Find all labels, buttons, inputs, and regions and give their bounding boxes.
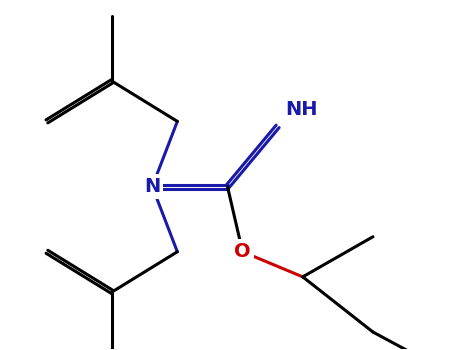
Text: NH: NH: [285, 100, 318, 119]
Text: O: O: [234, 242, 251, 261]
Text: N: N: [144, 177, 161, 196]
